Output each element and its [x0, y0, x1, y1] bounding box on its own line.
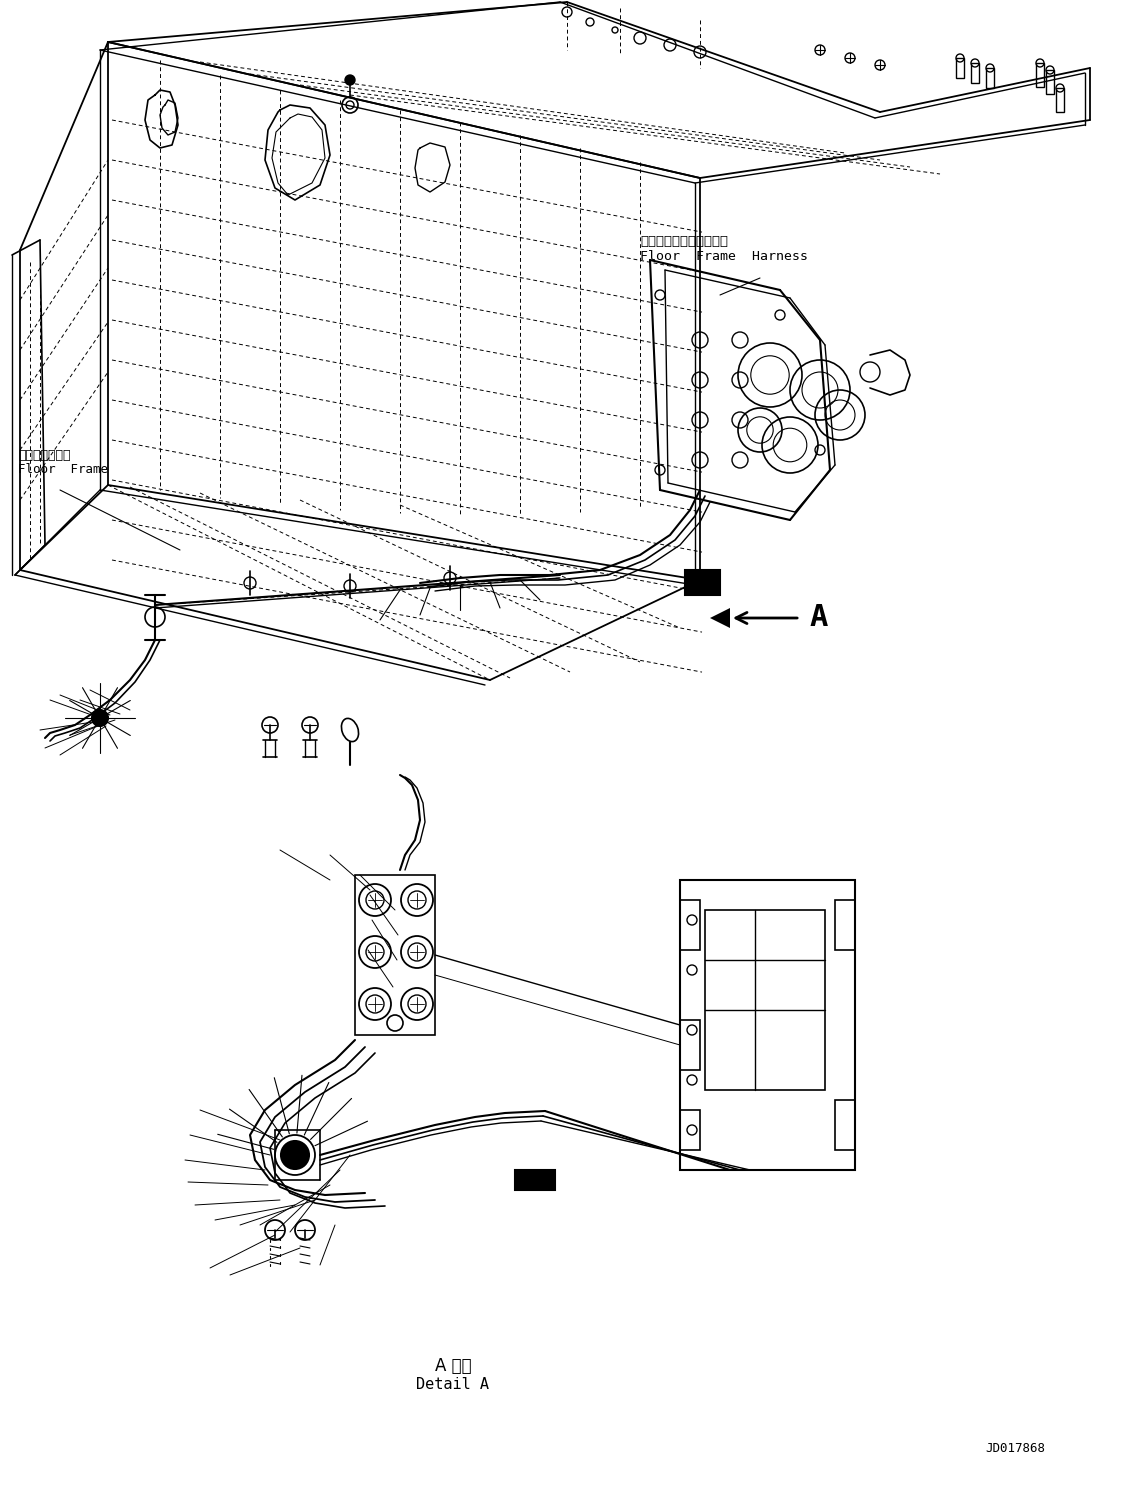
Bar: [680, 1109, 700, 1150]
Bar: [680, 1020, 700, 1071]
Bar: [956, 58, 964, 78]
Text: Floor  Frame: Floor Frame: [18, 464, 108, 476]
Bar: [1056, 88, 1063, 112]
Circle shape: [345, 75, 355, 85]
Text: JD017868: JD017868: [985, 1442, 1045, 1455]
Bar: [355, 875, 435, 1035]
Circle shape: [92, 710, 108, 726]
Polygon shape: [515, 1170, 555, 1190]
Polygon shape: [711, 608, 730, 628]
Text: フロアフレーム: フロアフレーム: [18, 449, 70, 462]
Circle shape: [281, 1141, 309, 1169]
Bar: [680, 880, 855, 1170]
Polygon shape: [686, 570, 720, 595]
Bar: [835, 901, 855, 950]
Bar: [835, 1100, 855, 1150]
Bar: [1036, 63, 1044, 86]
Text: A 詳細: A 詳細: [435, 1357, 471, 1375]
Bar: [705, 910, 825, 1090]
Bar: [1046, 70, 1054, 94]
Bar: [680, 901, 700, 950]
Text: Detail A: Detail A: [417, 1378, 489, 1393]
Text: フロアフレームハーネス: フロアフレームハーネス: [640, 236, 728, 248]
Text: Floor  Frame  Harness: Floor Frame Harness: [640, 250, 808, 262]
Text: A: A: [810, 604, 829, 632]
Bar: [986, 69, 994, 88]
Bar: [972, 63, 980, 83]
